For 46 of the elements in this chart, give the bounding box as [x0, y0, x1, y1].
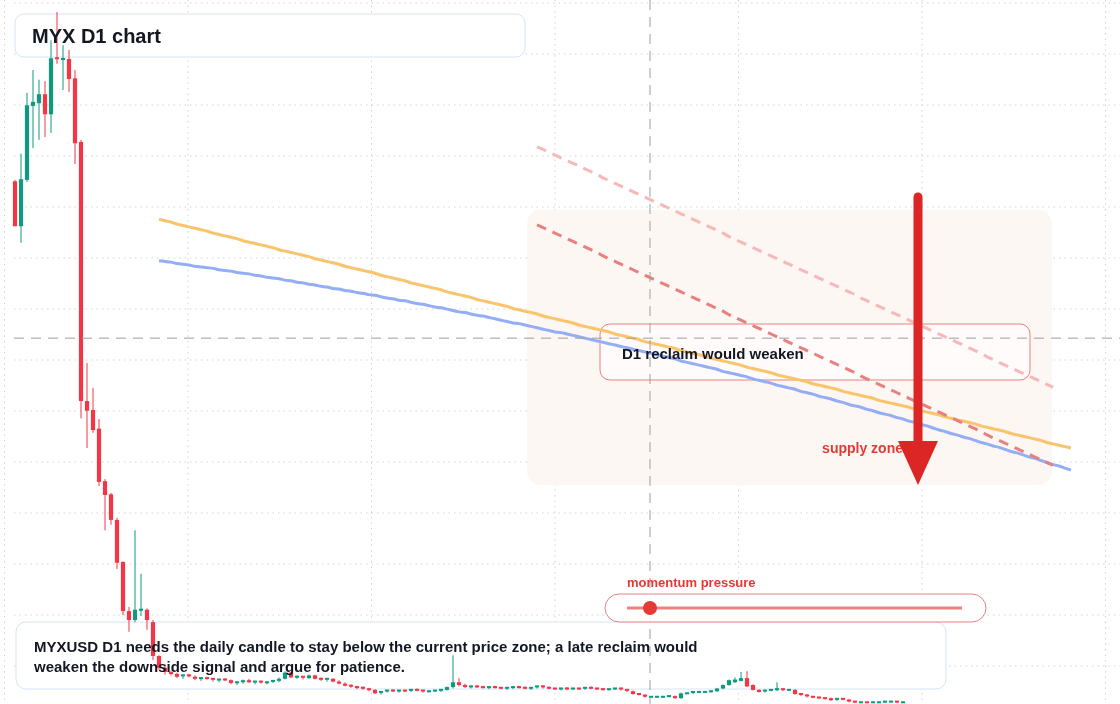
candlestick	[378, 690, 384, 696]
candlestick	[552, 687, 558, 691]
candlestick	[426, 690, 432, 694]
candlestick	[774, 681, 780, 692]
candlestick	[744, 670, 750, 688]
candlestick	[294, 674, 300, 680]
candlestick	[234, 681, 240, 686]
candlestick	[708, 690, 714, 694]
candlestick	[822, 696, 828, 701]
candlestick	[618, 687, 624, 692]
annotation: momentum pressure	[627, 575, 756, 590]
candlestick	[66, 49, 72, 93]
candlestick	[210, 677, 216, 683]
candlestick	[324, 677, 330, 683]
candlestick	[738, 671, 744, 683]
candlestick	[36, 79, 42, 141]
candlestick	[594, 687, 600, 691]
candlestick	[558, 687, 564, 692]
candlestick	[126, 606, 132, 633]
candlestick	[600, 687, 606, 692]
candlestick	[138, 573, 144, 617]
candlestick	[300, 675, 306, 681]
candlestick	[450, 654, 456, 689]
candlestick	[132, 529, 138, 623]
candlestick	[570, 687, 576, 691]
candlestick	[444, 685, 450, 692]
candlestick	[456, 677, 462, 687]
candlestick	[816, 696, 822, 700]
candlestick	[84, 362, 90, 449]
candlestick	[360, 685, 366, 691]
annotation: supply zone	[822, 440, 904, 456]
candlestick	[144, 607, 150, 631]
candlestick	[606, 687, 612, 692]
candlestick	[198, 676, 204, 682]
annotation: D1 reclaim would weaken	[622, 345, 804, 362]
candlestick	[30, 69, 36, 149]
text: MYX D1 chart	[32, 25, 162, 47]
candlestick	[60, 44, 66, 91]
candlestick	[318, 676, 324, 682]
candlestick	[42, 80, 48, 138]
candlestick	[102, 478, 108, 531]
candlestick	[576, 687, 582, 691]
candlestick	[612, 687, 618, 691]
candlestick	[90, 387, 96, 434]
candlestick	[180, 674, 186, 680]
candlestick	[348, 683, 354, 689]
